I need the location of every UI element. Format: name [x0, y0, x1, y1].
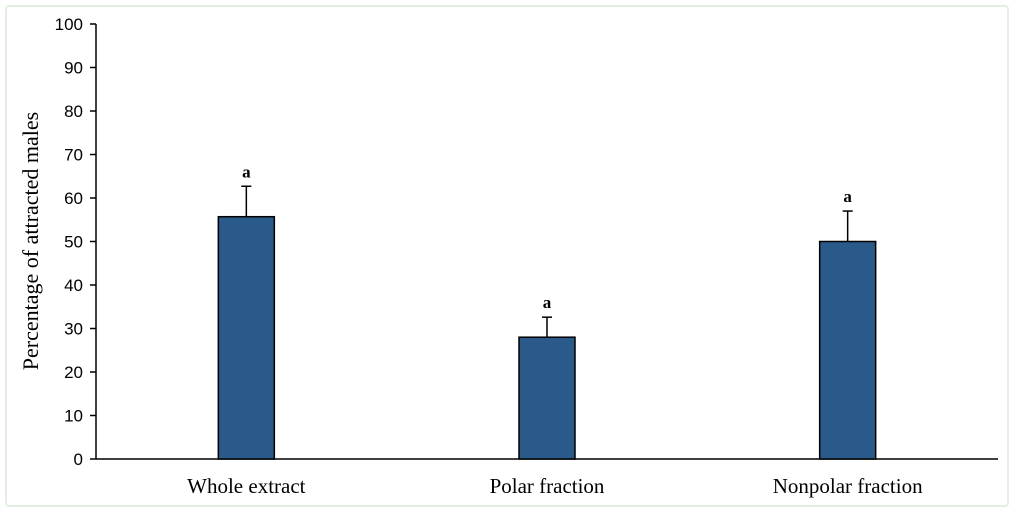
y-tick-label: 50 — [64, 233, 83, 252]
y-tick-label: 80 — [64, 102, 83, 121]
bar-whole-extract — [217, 215, 276, 460]
y-tick-label: 30 — [64, 320, 83, 339]
y-tick-label: 60 — [64, 189, 83, 208]
significance-label: a — [543, 293, 552, 312]
significance-label: a — [242, 162, 251, 181]
y-tick-label: 0 — [74, 450, 83, 469]
y-tick-label: 70 — [64, 146, 83, 165]
significance-label: a — [843, 187, 852, 206]
y-tick-label: 100 — [55, 15, 83, 34]
bar-polar-fraction — [518, 336, 576, 460]
bars — [217, 185, 877, 460]
y-tick-label: 20 — [64, 363, 83, 382]
x-category-label: Polar fraction — [490, 474, 605, 498]
y-tick-label: 40 — [64, 276, 83, 295]
x-category-label: Whole extract — [187, 474, 306, 498]
bar-nonpolar-fraction — [818, 240, 877, 460]
labels: 0 10 20 30 40 50 60 70 80 90 100 a Whole extract a Pol… — [55, 15, 923, 498]
y-tick-label: 90 — [64, 59, 83, 78]
y-tick-label: 10 — [64, 407, 83, 426]
y-axis-title: Percentage of attracted males — [18, 112, 43, 370]
x-category-label: Nonpolar fraction — [773, 474, 923, 498]
